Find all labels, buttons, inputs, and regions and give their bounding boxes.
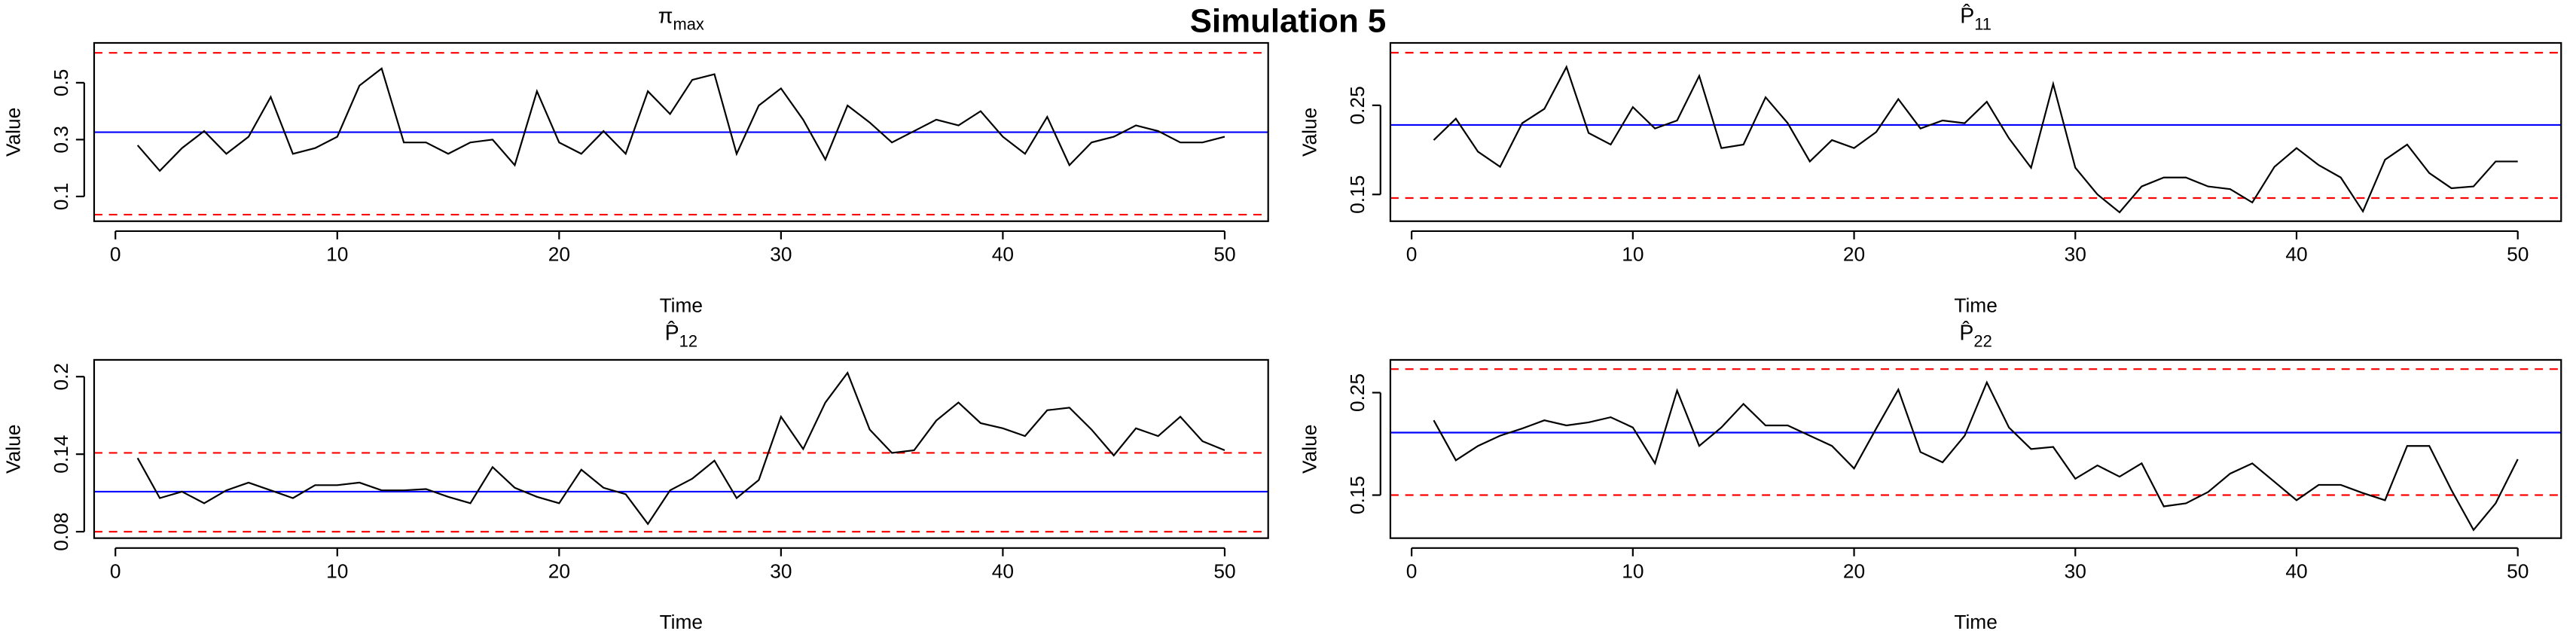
x-axis-label: Time xyxy=(660,294,703,316)
panel-title-subscript: 22 xyxy=(1973,331,1992,350)
y-tick-label: 0.3 xyxy=(50,126,72,154)
figure-title: Simulation 5 xyxy=(1190,2,1387,39)
data-line xyxy=(136,67,1225,172)
y-tick-label: 0.5 xyxy=(50,69,72,97)
x-tick-label: 40 xyxy=(2285,242,2307,265)
x-tick-label: 0 xyxy=(110,242,121,265)
y-axis-label: Value xyxy=(2,425,24,474)
x-tick-label: 40 xyxy=(2285,559,2307,582)
panel-title-main: P̂ xyxy=(665,322,679,346)
x-tick-label: 10 xyxy=(1622,559,1644,582)
x-axis-label: Time xyxy=(660,611,703,631)
x-tick-label: 50 xyxy=(1213,242,1235,265)
y-axis-label: Value xyxy=(1298,108,1320,157)
y-tick-label: 0.1 xyxy=(50,183,72,211)
x-tick-label: 20 xyxy=(548,242,570,265)
panel-title-subscript: max xyxy=(673,14,704,33)
x-tick-label: 40 xyxy=(992,242,1014,265)
x-tick-label: 40 xyxy=(992,559,1014,582)
panel-title-main: P̂ xyxy=(1959,322,1973,346)
y-tick-label: 0.2 xyxy=(50,363,72,391)
plot-frame xyxy=(1389,41,2562,222)
panel-title: πmax xyxy=(658,5,704,34)
x-tick-label: 0 xyxy=(1406,242,1418,265)
x-tick-label: 0 xyxy=(110,559,121,582)
x-tick-label: 30 xyxy=(2065,559,2086,582)
x-tick-label: 20 xyxy=(548,559,570,582)
y-axis-label: Value xyxy=(1298,425,1320,474)
y-tick-label: 0.14 xyxy=(50,435,72,474)
x-tick-label: 50 xyxy=(2507,559,2529,582)
x-tick-label: 10 xyxy=(326,242,348,265)
panel-title-subscript: 11 xyxy=(1974,14,1992,33)
panel-title-main: π xyxy=(658,5,673,29)
plot-frame xyxy=(1389,358,2562,539)
y-tick-label: 0.25 xyxy=(1346,373,1369,412)
panel-title-main: P̂ xyxy=(1960,5,1974,29)
plot-frame xyxy=(93,358,1269,539)
y-axis-label: Value xyxy=(2,108,24,157)
x-tick-label: 10 xyxy=(326,559,348,582)
panel-title: P̂22 xyxy=(1959,322,1992,351)
x-axis-label: Time xyxy=(1954,611,1997,631)
y-tick-label: 0.25 xyxy=(1346,86,1369,124)
x-tick-label: 50 xyxy=(2507,242,2529,265)
x-tick-label: 0 xyxy=(1406,559,1418,582)
data-line xyxy=(136,370,1225,526)
plot-frame xyxy=(93,41,1269,222)
y-tick-label: 0.15 xyxy=(1346,175,1369,214)
x-tick-label: 20 xyxy=(1843,242,1865,265)
data-line xyxy=(1433,380,2519,532)
x-tick-label: 30 xyxy=(770,242,792,265)
x-tick-label: 30 xyxy=(770,559,792,582)
y-tick-label: 0.15 xyxy=(1346,476,1369,514)
x-tick-label: 50 xyxy=(1213,559,1235,582)
panel-title-subscript: 12 xyxy=(679,331,697,350)
x-tick-label: 30 xyxy=(2065,242,2086,265)
x-tick-label: 10 xyxy=(1622,242,1644,265)
data-line xyxy=(1433,65,2518,214)
panel-title: P̂11 xyxy=(1960,5,1992,34)
y-tick-label: 0.08 xyxy=(50,513,72,551)
x-tick-label: 20 xyxy=(1843,559,1865,582)
x-axis-label: Time xyxy=(1954,294,1997,316)
panel-title: P̂12 xyxy=(665,322,697,351)
